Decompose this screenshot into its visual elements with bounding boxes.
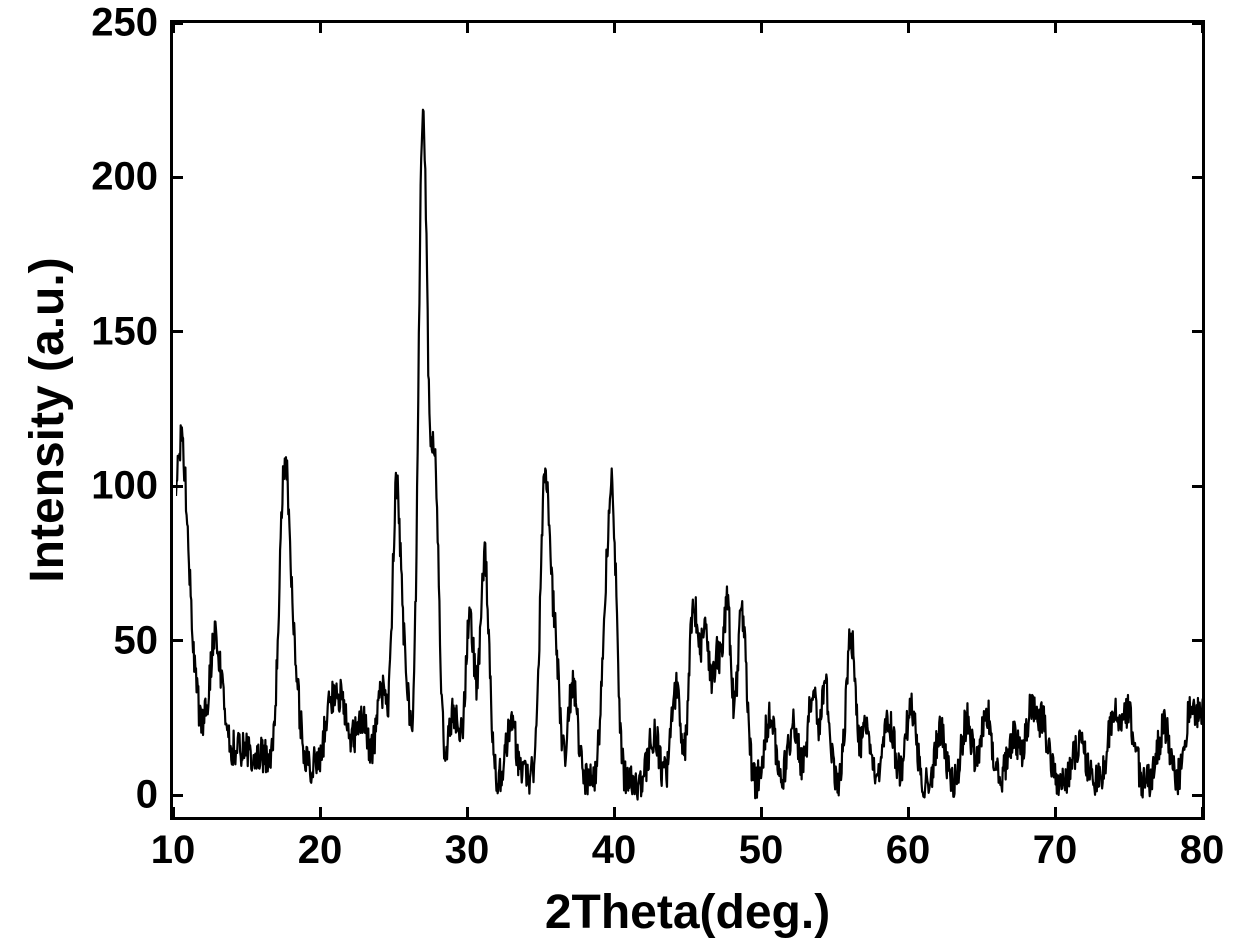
tick-mark bbox=[1192, 176, 1202, 179]
y-tick-label: 50 bbox=[114, 618, 159, 663]
x-tick-label: 70 bbox=[1033, 828, 1078, 873]
tick-mark bbox=[1201, 23, 1204, 33]
tick-mark bbox=[1201, 807, 1204, 817]
tick-mark bbox=[172, 23, 175, 33]
tick-mark bbox=[173, 485, 183, 488]
tick-mark bbox=[1192, 485, 1202, 488]
x-tick-label: 10 bbox=[151, 828, 196, 873]
y-axis-label: Intensity (a.u.) bbox=[20, 20, 75, 820]
plot-area bbox=[170, 20, 1205, 820]
tick-mark bbox=[760, 807, 763, 817]
y-tick-label: 250 bbox=[91, 1, 158, 46]
tick-mark bbox=[173, 794, 183, 797]
xrd-series bbox=[173, 23, 1208, 823]
tick-mark bbox=[466, 23, 469, 33]
tick-mark bbox=[1192, 639, 1202, 642]
tick-mark bbox=[760, 23, 763, 33]
tick-mark bbox=[613, 23, 616, 33]
tick-mark bbox=[173, 639, 183, 642]
x-tick-label: 60 bbox=[886, 828, 931, 873]
x-tick-label: 80 bbox=[1180, 828, 1225, 873]
tick-mark bbox=[1192, 330, 1202, 333]
tick-mark bbox=[173, 330, 183, 333]
tick-mark bbox=[1192, 794, 1202, 797]
x-tick-label: 30 bbox=[445, 828, 490, 873]
tick-mark bbox=[1192, 22, 1202, 25]
y-tick-label: 100 bbox=[91, 464, 158, 509]
tick-mark bbox=[907, 23, 910, 33]
x-axis-label: 2Theta(deg.) bbox=[545, 885, 830, 940]
y-tick-label: 200 bbox=[91, 155, 158, 200]
y-tick-label: 0 bbox=[136, 773, 158, 818]
tick-mark bbox=[173, 176, 183, 179]
tick-mark bbox=[907, 807, 910, 817]
tick-mark bbox=[613, 807, 616, 817]
tick-mark bbox=[173, 22, 183, 25]
tick-mark bbox=[1054, 23, 1057, 33]
tick-mark bbox=[466, 807, 469, 817]
tick-mark bbox=[172, 807, 175, 817]
tick-mark bbox=[319, 23, 322, 33]
tick-mark bbox=[1054, 807, 1057, 817]
x-tick-label: 40 bbox=[592, 828, 637, 873]
tick-mark bbox=[319, 807, 322, 817]
figure: Intensity (a.u.) 2Theta(deg.) 10 20 30 40 50… bbox=[0, 0, 1240, 952]
x-tick-label: 50 bbox=[739, 828, 784, 873]
x-tick-label: 20 bbox=[298, 828, 343, 873]
y-tick-label: 150 bbox=[91, 309, 158, 354]
